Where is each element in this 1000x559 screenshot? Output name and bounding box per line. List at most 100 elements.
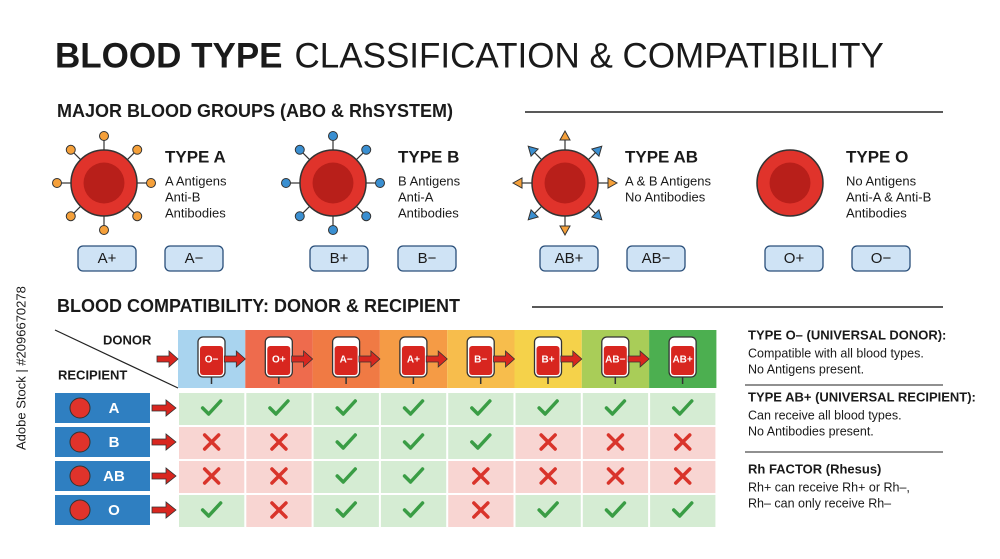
recipient-box	[55, 427, 150, 457]
note-line: Can receive all blood types.	[748, 408, 902, 422]
chip	[851, 245, 911, 272]
recipient-type: A	[109, 400, 120, 417]
check-icon	[402, 399, 425, 416]
blood-bag-fill	[267, 346, 291, 375]
arrow	[151, 399, 177, 417]
check-icon	[672, 399, 694, 416]
note-line: No Antigens present.	[748, 362, 864, 376]
check-icon	[470, 399, 492, 416]
antigen	[590, 145, 603, 158]
chip-label: AB−	[642, 250, 671, 267]
type-desc: B Antigens	[398, 173, 461, 188]
arrow	[151, 501, 177, 519]
antigen	[146, 178, 156, 188]
recipient-type: B	[109, 434, 120, 451]
cross-icon	[472, 467, 490, 485]
chip-label: B−	[418, 250, 437, 267]
blood-bag-fill	[401, 346, 425, 375]
chip	[626, 245, 686, 272]
type-desc: No Antigens	[846, 173, 917, 188]
note-title: TYPE AB+ (UNIVERSAL RECIPIENT):	[748, 389, 976, 404]
chip	[164, 245, 224, 272]
section-heading: BLOOD COMPATIBILITY: DONOR & RECIPIENT	[57, 296, 460, 316]
check-icon	[402, 433, 425, 450]
antigen	[99, 131, 109, 141]
check-icon	[335, 467, 357, 484]
type-desc: Anti-A	[398, 189, 434, 204]
antigen	[132, 211, 143, 222]
arrow	[560, 350, 583, 368]
check-icon	[604, 501, 627, 518]
note-line: No Antibodies present.	[748, 424, 874, 438]
note-line: Rh– can only receive Rh–	[748, 496, 891, 510]
recipient-box	[55, 495, 150, 525]
antigen	[559, 129, 571, 141]
cross-icon	[202, 467, 221, 485]
chip-label: A−	[185, 250, 204, 267]
note-line: Rh+ can receive Rh+ or Rh–,	[748, 480, 910, 494]
type-desc: Antibodies	[165, 205, 226, 220]
type-desc: No Antibodies	[625, 189, 706, 204]
donor-type: O+	[272, 355, 286, 366]
antigen	[375, 178, 385, 188]
blood-bag-fill	[200, 346, 223, 375]
antigen	[99, 225, 109, 235]
type-name: TYPE B	[398, 147, 459, 166]
antigen	[294, 144, 305, 155]
antigen	[65, 211, 76, 222]
antigen	[607, 177, 619, 189]
type-desc: Antibodies	[398, 205, 459, 220]
arrow	[291, 350, 314, 368]
type-desc: Anti-A & Anti-B	[846, 189, 931, 204]
cross-icon	[270, 433, 288, 451]
antigen	[559, 225, 571, 237]
antigen	[328, 131, 338, 141]
blood-bag-fill	[469, 346, 493, 375]
chip-label: B+	[330, 250, 349, 267]
blood-bag-fill	[536, 346, 560, 375]
donor-type: B+	[541, 355, 554, 366]
check-icon	[402, 467, 425, 484]
title-rest: CLASSIFICATION & COMPATIBILITY	[295, 36, 884, 75]
antigen	[132, 144, 143, 155]
note-line: Compatible with all blood types.	[748, 346, 924, 360]
chip	[764, 245, 824, 272]
recipient-cell	[69, 465, 91, 487]
check-icon	[672, 501, 694, 518]
antigen	[281, 178, 291, 188]
recipient-type: O	[108, 502, 120, 519]
cross-icon	[202, 433, 221, 451]
blood-bag-fill	[671, 346, 695, 375]
recipient-cell	[69, 397, 91, 419]
recipient-type: AB	[103, 468, 125, 485]
recipient-cell	[69, 431, 91, 453]
donor-type: AB−	[605, 355, 625, 366]
arrow	[151, 467, 177, 485]
chip-label: AB+	[555, 250, 584, 267]
chip-label: O+	[784, 250, 805, 267]
type-name: TYPE A	[165, 147, 226, 166]
cross-icon	[539, 467, 557, 485]
cell-center	[544, 162, 586, 204]
cross-icon	[270, 467, 288, 485]
cross-icon	[606, 467, 625, 485]
antigen	[294, 211, 305, 222]
note-title: TYPE O– (UNIVERSAL DONOR):	[748, 327, 946, 342]
antigen	[52, 178, 62, 188]
arrow	[156, 350, 179, 368]
donor-type: B−	[474, 355, 487, 366]
diagonal	[54, 329, 179, 389]
donor-type: A−	[340, 355, 353, 366]
antigen	[361, 211, 372, 222]
cross-icon	[539, 433, 557, 451]
cross-icon	[674, 467, 692, 485]
donor-type: O−	[205, 355, 219, 366]
cross-icon	[674, 433, 692, 451]
check-icon	[335, 433, 357, 450]
chip	[397, 245, 457, 272]
cross-icon	[472, 501, 490, 519]
chip	[77, 245, 137, 272]
chip-label: A+	[98, 250, 117, 267]
blood-bag-fill	[603, 346, 627, 375]
